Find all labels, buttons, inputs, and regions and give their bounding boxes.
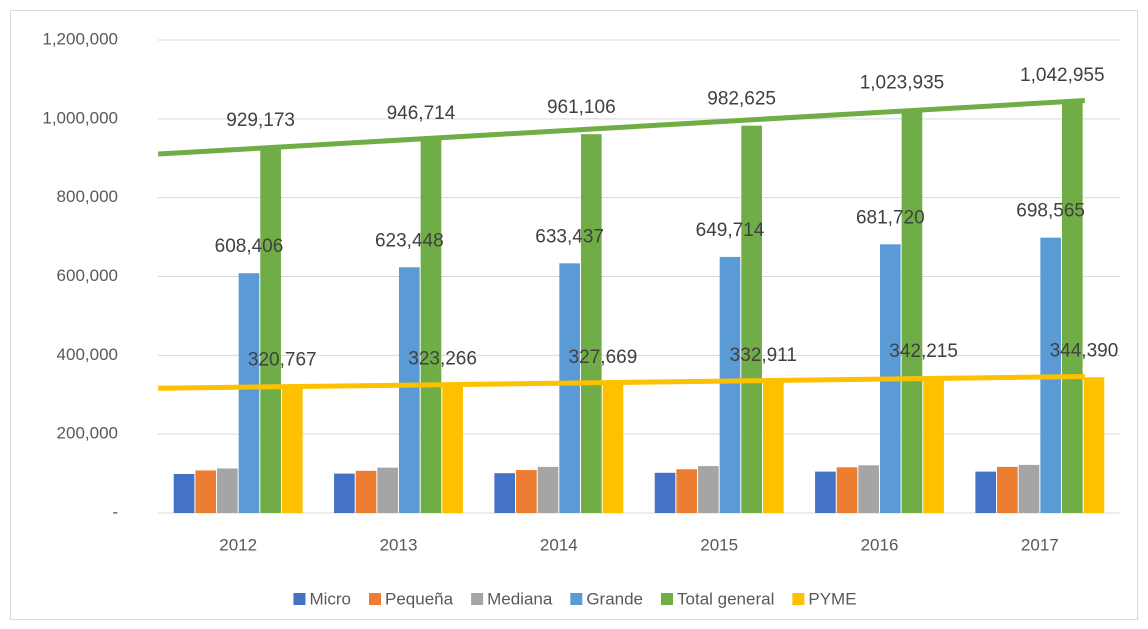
y-tick-label: 800,000 xyxy=(57,187,118,206)
data-label: 929,173 xyxy=(226,110,295,131)
x-tick-label: 2016 xyxy=(861,535,899,554)
data-label: 323,266 xyxy=(408,349,477,370)
bar xyxy=(494,473,516,513)
bar xyxy=(1018,464,1040,513)
bar xyxy=(654,472,676,513)
legend-swatch xyxy=(792,593,805,605)
data-label: 649,714 xyxy=(696,220,765,241)
data-label: 1,042,955 xyxy=(1020,65,1105,86)
x-tick-label: 2017 xyxy=(1021,535,1059,554)
y-tick-label: 1,000,000 xyxy=(42,108,118,127)
data-label: 327,669 xyxy=(569,347,638,368)
y-tick-label: 400,000 xyxy=(57,345,118,364)
y-tick-label: 200,000 xyxy=(57,424,118,443)
bar xyxy=(260,146,281,513)
bar xyxy=(537,466,559,513)
legend-swatch xyxy=(661,593,674,605)
data-label: 1,023,935 xyxy=(860,72,945,93)
bar xyxy=(355,470,377,513)
data-label: 961,106 xyxy=(547,97,616,118)
bar xyxy=(762,381,784,513)
bar xyxy=(741,125,762,513)
bar xyxy=(997,466,1018,513)
bar xyxy=(377,467,398,513)
bar xyxy=(815,471,836,513)
bar xyxy=(281,386,303,513)
bar xyxy=(858,465,879,513)
legend-label: Grande xyxy=(586,589,643,608)
data-label: 608,406 xyxy=(215,236,284,257)
data-label: 344,390 xyxy=(1050,340,1119,361)
bar xyxy=(399,267,420,513)
legend-swatch xyxy=(293,593,306,605)
bar xyxy=(334,473,355,513)
bar xyxy=(1083,377,1105,513)
x-tick-label: 2014 xyxy=(540,535,578,554)
legend-swatch xyxy=(570,593,583,605)
bar xyxy=(676,469,698,513)
x-tick-label: 2012 xyxy=(219,535,257,554)
bar xyxy=(836,467,858,513)
bar xyxy=(975,471,997,513)
bar xyxy=(602,383,624,513)
data-label: 698,565 xyxy=(1016,201,1085,222)
trendline xyxy=(158,98,1085,157)
data-label: 681,720 xyxy=(856,207,925,228)
y-tick-label: 1,200,000 xyxy=(42,29,118,48)
bar xyxy=(719,256,741,513)
bar xyxy=(420,139,442,513)
legend-label: Mediana xyxy=(487,589,553,608)
data-label: 982,625 xyxy=(707,89,776,110)
bar xyxy=(559,263,580,513)
data-label: 623,448 xyxy=(375,230,444,251)
y-tick-label: 600,000 xyxy=(57,266,118,285)
bar xyxy=(516,470,537,513)
x-tick-label: 2015 xyxy=(700,535,738,554)
legend-label: Pequeña xyxy=(385,589,454,608)
legend-swatch xyxy=(369,593,382,605)
data-label: 332,911 xyxy=(730,345,797,366)
legend-label: Micro xyxy=(309,589,351,608)
bar xyxy=(217,468,238,513)
bar xyxy=(442,385,463,513)
data-label: 633,437 xyxy=(535,226,604,247)
data-label: 946,714 xyxy=(387,103,456,124)
x-tick-label: 2013 xyxy=(380,535,418,554)
bar xyxy=(923,378,944,513)
bar xyxy=(238,273,260,513)
bar xyxy=(698,466,719,513)
trendline xyxy=(158,374,1085,391)
data-label: 342,215 xyxy=(889,341,958,362)
legend-swatch xyxy=(471,593,484,605)
data-label: 320,767 xyxy=(248,350,317,371)
bar xyxy=(901,109,923,513)
y-tick-label: - xyxy=(112,502,118,521)
legend-label: Total general xyxy=(677,589,774,608)
bar xyxy=(580,134,602,513)
bar xyxy=(1061,101,1083,513)
bar xyxy=(195,470,217,513)
legend-label: PYME xyxy=(808,589,856,608)
bar xyxy=(173,473,195,513)
